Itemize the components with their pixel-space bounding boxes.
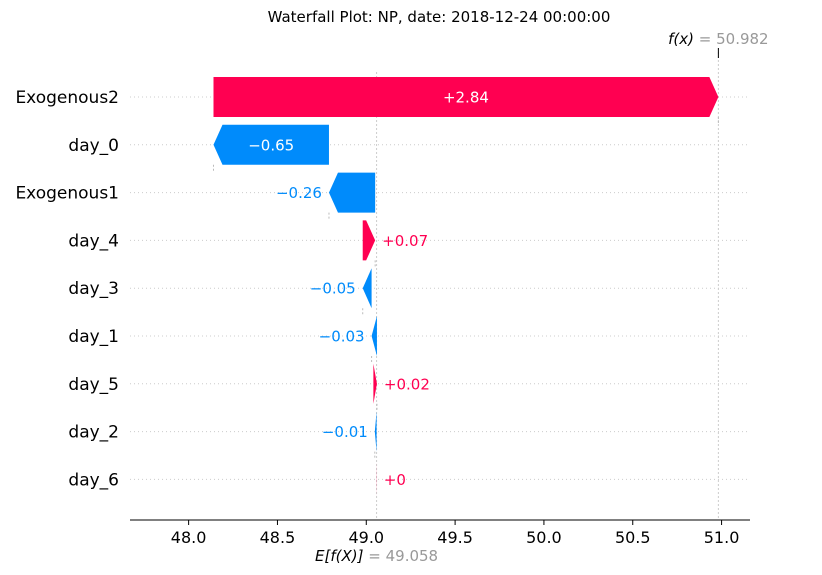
bar-value-label: −0.26 xyxy=(276,184,322,202)
bar-value-label: −0.01 xyxy=(322,423,368,441)
x-tick-label: 50.5 xyxy=(615,528,651,547)
y-tick-label: day_2 xyxy=(68,423,119,443)
bar-day_0 xyxy=(213,124,329,165)
y-tick-label: day_6 xyxy=(68,470,119,490)
bar-value-label: +0.07 xyxy=(382,232,428,250)
y-tick-label: day_4 xyxy=(68,231,119,251)
x-tick-label: 50.0 xyxy=(526,528,562,547)
chart-title: Waterfall Plot: NP, date: 2018-12-24 00:… xyxy=(268,8,611,26)
output-value-label: f(x) = 50.982 xyxy=(668,30,768,48)
bar-day_2 xyxy=(374,411,377,452)
y-tick-label: day_1 xyxy=(68,327,119,347)
x-tick-label: 48.5 xyxy=(260,528,296,547)
x-tick-label: 51.0 xyxy=(704,528,740,547)
bar-value-label: +0 xyxy=(384,471,406,489)
bar-day_4 xyxy=(362,220,376,261)
bar-value-label: +2.84 xyxy=(443,89,489,107)
x-tick-label: 49.0 xyxy=(348,528,384,547)
y-tick-label: day_3 xyxy=(68,279,119,299)
bar-Exogenous2 xyxy=(213,77,719,117)
bar-day_3 xyxy=(362,268,372,309)
bar-Exogenous1 xyxy=(328,172,376,213)
x-tick-label: 49.5 xyxy=(437,528,473,547)
y-tick-label: day_0 xyxy=(68,136,119,156)
base-value-label: E[f(X)] = 49.058 xyxy=(315,547,438,565)
bar-day_1 xyxy=(371,316,377,356)
bar-day_5 xyxy=(373,363,377,404)
bar-value-label: +0.02 xyxy=(384,375,430,393)
y-tick-label: Exogenous2 xyxy=(15,88,119,108)
bar-value-label: −0.03 xyxy=(319,328,365,346)
bar-value-label: −0.65 xyxy=(248,136,294,154)
y-tick-label: Exogenous1 xyxy=(15,184,119,204)
bar-value-label: −0.05 xyxy=(310,280,356,298)
y-tick-label: day_5 xyxy=(68,375,119,395)
x-tick-label: 48.0 xyxy=(171,528,207,547)
